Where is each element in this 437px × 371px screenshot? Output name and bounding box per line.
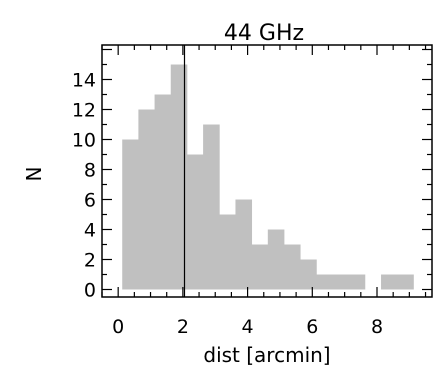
histogram-bar [186, 154, 204, 290]
y-tick-label: 12 [72, 100, 96, 122]
y-tick-label: 4 [84, 220, 96, 242]
histogram-bar [251, 244, 269, 290]
histogram-bar [203, 124, 220, 290]
histogram-bar [300, 259, 317, 290]
histogram-bar [316, 274, 333, 290]
histogram-bar [154, 94, 172, 290]
y-axis-label: N [22, 167, 46, 182]
chart-title: 44 GHz [224, 21, 304, 46]
y-tick-label: 0 [84, 280, 96, 302]
histogram-bar [397, 274, 414, 290]
histogram-bar [348, 274, 366, 290]
x-tick-label: 4 [242, 316, 254, 338]
x-tick-label: 2 [177, 316, 189, 338]
histogram-bar [267, 229, 285, 290]
histogram-bar [219, 214, 236, 290]
x-tick-label: 8 [371, 316, 383, 338]
ticks-group [101, 45, 432, 297]
histogram-bar [235, 199, 253, 290]
histogram-bar [170, 64, 188, 290]
x-tick-labels: 0 2 4 6 8 [112, 316, 383, 338]
plot-frame [101, 44, 433, 298]
y-tick-labels: 0 2 4 6 8 10 12 14 [72, 70, 96, 302]
y-tick-label: 2 [84, 250, 96, 272]
histogram-bar [122, 139, 139, 290]
x-tick-label: 6 [306, 316, 318, 338]
histogram-bar [138, 109, 155, 290]
histogram-bar [381, 274, 398, 290]
y-tick-label: 6 [84, 190, 96, 212]
x-tick-label: 0 [112, 316, 124, 338]
y-tick-label: 8 [84, 160, 96, 182]
histogram-bar [283, 244, 301, 290]
histogram-bar [332, 274, 350, 290]
y-tick-label: 10 [72, 130, 96, 152]
x-axis-label: dist [arcmin] [203, 343, 330, 367]
y-tick-label: 14 [72, 70, 96, 92]
bars-group [122, 64, 414, 290]
